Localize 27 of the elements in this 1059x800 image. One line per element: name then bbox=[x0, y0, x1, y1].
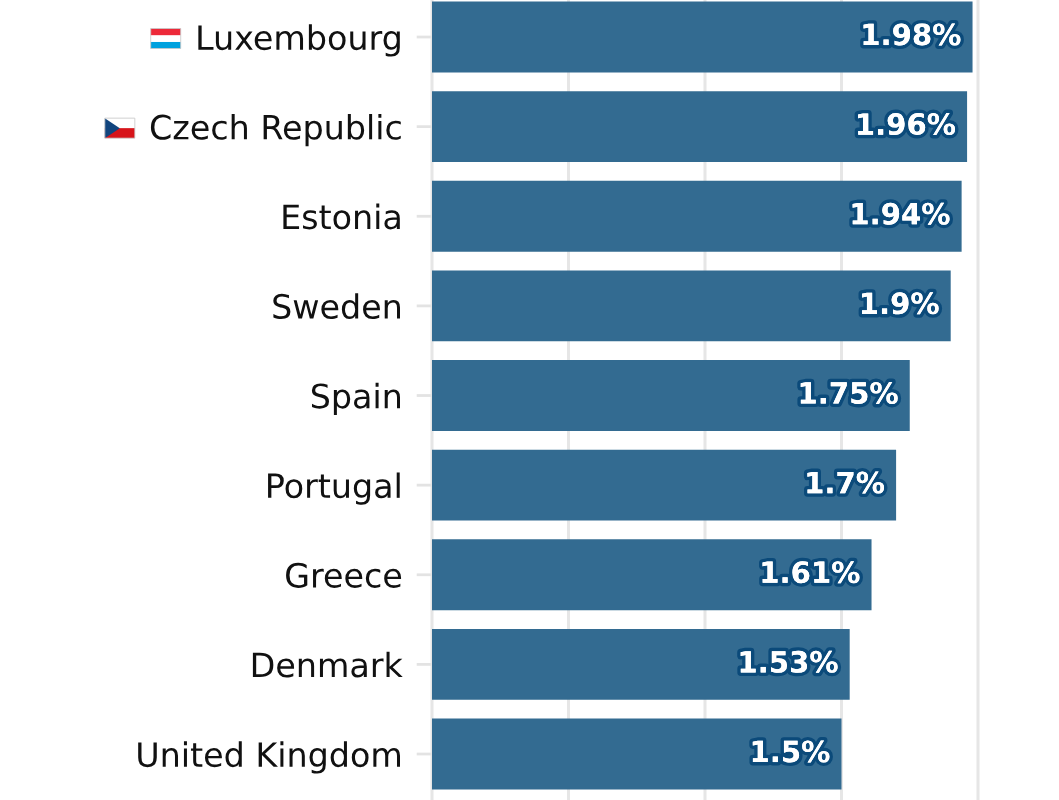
y-tick-label: Luxembourg bbox=[198, 24, 400, 57]
y-tick-label: Spain bbox=[311, 382, 400, 416]
y-tick-label: Portugal bbox=[268, 472, 400, 505]
bar bbox=[432, 91, 968, 163]
bar bbox=[432, 449, 897, 521]
bar bbox=[432, 539, 872, 611]
data-label: 1.7% bbox=[807, 471, 885, 494]
data-label: 1.5% bbox=[752, 740, 830, 763]
y-tick-label: Denmark bbox=[252, 651, 403, 678]
data-label: 1.53% bbox=[740, 650, 838, 673]
y-tick-label: Sweden bbox=[273, 293, 400, 320]
data-label: 1.94% bbox=[852, 202, 950, 225]
bar bbox=[432, 270, 951, 342]
bar bbox=[432, 1, 973, 73]
y-tick-label: Czech Republic bbox=[150, 113, 401, 147]
data-label: 1.61% bbox=[762, 561, 860, 584]
y-tick-label: Greece bbox=[286, 562, 402, 588]
data-label: 1.98% bbox=[863, 23, 961, 46]
bar bbox=[432, 628, 850, 700]
y-tick-label: Estonia bbox=[283, 203, 400, 230]
y-tick-label: United Kingdom bbox=[138, 741, 400, 774]
data-label: 1.9% bbox=[861, 292, 939, 315]
bar bbox=[432, 718, 842, 790]
bar bbox=[432, 180, 962, 252]
bar bbox=[432, 360, 910, 431]
data-label: 1.75% bbox=[800, 381, 898, 404]
data-label: 1.96% bbox=[858, 113, 956, 136]
